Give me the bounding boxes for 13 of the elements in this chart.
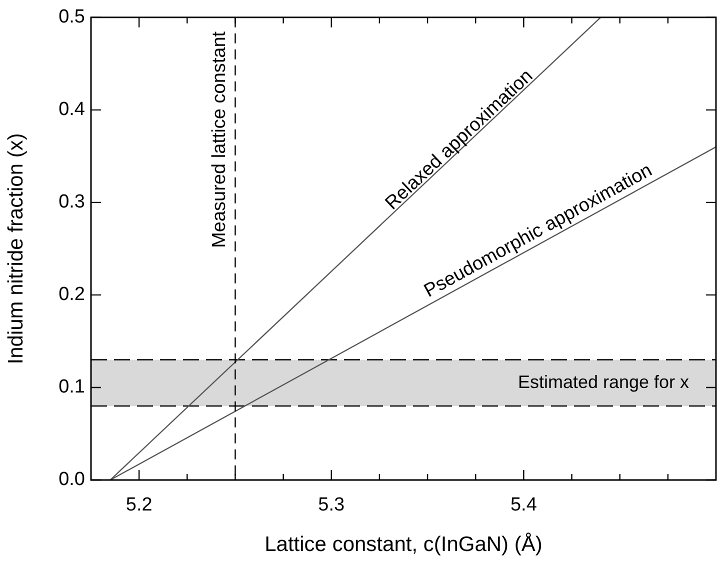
band-label: Estimated range for x [518, 372, 690, 392]
x-tick-label: 5.2 [126, 494, 152, 516]
ref-line-label: Measured lattice constant [208, 30, 230, 248]
x-axis-title: Lattice constant, c(InGaN) (Å) [264, 532, 542, 556]
y-tick-label: 0.3 [58, 192, 85, 213]
y-tick-label: 0.1 [58, 376, 85, 398]
y-tick-label: 0.4 [58, 99, 86, 120]
y-tick-label: 0.0 [58, 469, 85, 490]
x-tick-label: 5.4 [510, 494, 538, 516]
x-tick-label: 5.3 [318, 494, 345, 516]
y-tick-label: 0.5 [58, 6, 85, 28]
y-axis-title: Indium nitride fraction (x) [4, 133, 28, 364]
y-tick-label: 0.2 [58, 284, 85, 306]
